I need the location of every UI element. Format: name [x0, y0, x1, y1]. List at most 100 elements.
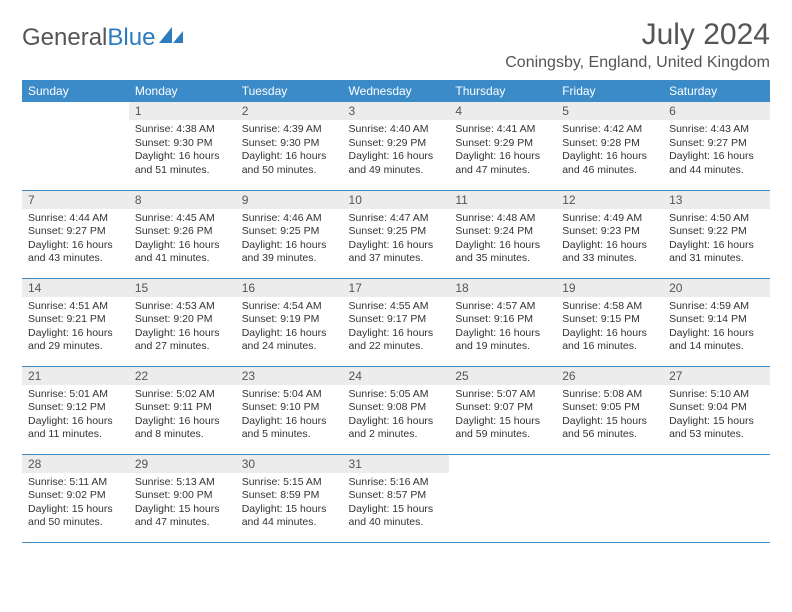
day-sunrise: Sunrise: 4:42 AM [562, 123, 657, 137]
day-dl1: Daylight: 16 hours [349, 327, 444, 341]
day-cell: 15Sunrise: 4:53 AMSunset: 9:20 PMDayligh… [129, 278, 236, 366]
day-sunrise: Sunrise: 5:01 AM [28, 388, 123, 402]
day-body: Sunrise: 5:02 AMSunset: 9:11 PMDaylight:… [129, 385, 236, 447]
day-number: 30 [236, 455, 343, 473]
week-row: 28Sunrise: 5:11 AMSunset: 9:02 PMDayligh… [22, 454, 770, 542]
header: GeneralBlue July 2024 Coningsby, England… [22, 18, 770, 72]
day-sunset: Sunset: 8:59 PM [242, 489, 337, 503]
day-body: Sunrise: 5:13 AMSunset: 9:00 PMDaylight:… [129, 473, 236, 535]
day-number: 29 [129, 455, 236, 473]
col-thursday: Thursday [449, 80, 556, 102]
day-cell: 9Sunrise: 4:46 AMSunset: 9:25 PMDaylight… [236, 190, 343, 278]
day-dl1: Daylight: 15 hours [562, 415, 657, 429]
day-cell: 31Sunrise: 5:16 AMSunset: 8:57 PMDayligh… [343, 454, 450, 542]
day-number: 4 [449, 102, 556, 120]
day-sunrise: Sunrise: 5:02 AM [135, 388, 230, 402]
day-sunset: Sunset: 9:16 PM [455, 313, 550, 327]
day-dl1: Daylight: 16 hours [242, 150, 337, 164]
day-dl1: Daylight: 16 hours [242, 239, 337, 253]
day-cell: 17Sunrise: 4:55 AMSunset: 9:17 PMDayligh… [343, 278, 450, 366]
day-number: 11 [449, 191, 556, 209]
location: Coningsby, England, United Kingdom [505, 54, 770, 72]
day-sunrise: Sunrise: 5:15 AM [242, 476, 337, 490]
day-body: Sunrise: 4:51 AMSunset: 9:21 PMDaylight:… [22, 297, 129, 359]
day-dl2: and 5 minutes. [242, 428, 337, 442]
day-sunset: Sunset: 9:25 PM [349, 225, 444, 239]
day-body: Sunrise: 4:50 AMSunset: 9:22 PMDaylight:… [663, 209, 770, 271]
day-dl1: Daylight: 16 hours [135, 327, 230, 341]
day-sunset: Sunset: 9:25 PM [242, 225, 337, 239]
day-cell [449, 454, 556, 542]
col-saturday: Saturday [663, 80, 770, 102]
day-sunrise: Sunrise: 5:16 AM [349, 476, 444, 490]
day-sunrise: Sunrise: 4:38 AM [135, 123, 230, 137]
day-dl2: and 14 minutes. [669, 340, 764, 354]
day-number: 14 [22, 279, 129, 297]
calendar-body: 1Sunrise: 4:38 AMSunset: 9:30 PMDaylight… [22, 102, 770, 542]
day-sunset: Sunset: 8:57 PM [349, 489, 444, 503]
day-cell: 27Sunrise: 5:10 AMSunset: 9:04 PMDayligh… [663, 366, 770, 454]
day-cell: 12Sunrise: 4:49 AMSunset: 9:23 PMDayligh… [556, 190, 663, 278]
day-body: Sunrise: 4:43 AMSunset: 9:27 PMDaylight:… [663, 120, 770, 182]
logo: GeneralBlue [22, 18, 185, 52]
day-body: Sunrise: 5:10 AMSunset: 9:04 PMDaylight:… [663, 385, 770, 447]
day-dl2: and 47 minutes. [135, 516, 230, 530]
day-dl2: and 53 minutes. [669, 428, 764, 442]
day-dl1: Daylight: 16 hours [455, 327, 550, 341]
day-dl1: Daylight: 16 hours [669, 150, 764, 164]
day-dl1: Daylight: 16 hours [562, 327, 657, 341]
day-body: Sunrise: 5:08 AMSunset: 9:05 PMDaylight:… [556, 385, 663, 447]
day-body: Sunrise: 4:59 AMSunset: 9:14 PMDaylight:… [663, 297, 770, 359]
day-sunset: Sunset: 9:08 PM [349, 401, 444, 415]
day-body: Sunrise: 4:41 AMSunset: 9:29 PMDaylight:… [449, 120, 556, 182]
day-sunrise: Sunrise: 4:41 AM [455, 123, 550, 137]
day-dl1: Daylight: 16 hours [349, 150, 444, 164]
day-body: Sunrise: 4:46 AMSunset: 9:25 PMDaylight:… [236, 209, 343, 271]
day-sunset: Sunset: 9:23 PM [562, 225, 657, 239]
day-cell: 22Sunrise: 5:02 AMSunset: 9:11 PMDayligh… [129, 366, 236, 454]
day-cell: 3Sunrise: 4:40 AMSunset: 9:29 PMDaylight… [343, 102, 450, 190]
day-sunrise: Sunrise: 4:53 AM [135, 300, 230, 314]
day-dl2: and 39 minutes. [242, 252, 337, 266]
day-dl1: Daylight: 16 hours [135, 150, 230, 164]
day-number: 3 [343, 102, 450, 120]
day-sunset: Sunset: 9:12 PM [28, 401, 123, 415]
day-body: Sunrise: 4:53 AMSunset: 9:20 PMDaylight:… [129, 297, 236, 359]
day-sunrise: Sunrise: 4:57 AM [455, 300, 550, 314]
day-dl2: and 22 minutes. [349, 340, 444, 354]
col-monday: Monday [129, 80, 236, 102]
page-title: July 2024 [505, 18, 770, 52]
day-number: 10 [343, 191, 450, 209]
day-number: 15 [129, 279, 236, 297]
day-dl2: and 16 minutes. [562, 340, 657, 354]
day-body: Sunrise: 4:47 AMSunset: 9:25 PMDaylight:… [343, 209, 450, 271]
day-cell [22, 102, 129, 190]
day-sunrise: Sunrise: 4:58 AM [562, 300, 657, 314]
day-sunrise: Sunrise: 5:07 AM [455, 388, 550, 402]
day-dl2: and 47 minutes. [455, 164, 550, 178]
col-tuesday: Tuesday [236, 80, 343, 102]
day-dl2: and 50 minutes. [242, 164, 337, 178]
day-dl2: and 2 minutes. [349, 428, 444, 442]
day-sunset: Sunset: 9:27 PM [28, 225, 123, 239]
day-cell: 20Sunrise: 4:59 AMSunset: 9:14 PMDayligh… [663, 278, 770, 366]
day-sunrise: Sunrise: 5:13 AM [135, 476, 230, 490]
day-cell: 7Sunrise: 4:44 AMSunset: 9:27 PMDaylight… [22, 190, 129, 278]
day-cell: 24Sunrise: 5:05 AMSunset: 9:08 PMDayligh… [343, 366, 450, 454]
day-sunset: Sunset: 9:02 PM [28, 489, 123, 503]
day-sunset: Sunset: 9:10 PM [242, 401, 337, 415]
day-dl2: and 50 minutes. [28, 516, 123, 530]
day-dl2: and 46 minutes. [562, 164, 657, 178]
day-sunset: Sunset: 9:26 PM [135, 225, 230, 239]
day-number: 18 [449, 279, 556, 297]
day-cell: 26Sunrise: 5:08 AMSunset: 9:05 PMDayligh… [556, 366, 663, 454]
week-row: 14Sunrise: 4:51 AMSunset: 9:21 PMDayligh… [22, 278, 770, 366]
day-dl1: Daylight: 16 hours [242, 415, 337, 429]
day-number: 17 [343, 279, 450, 297]
day-dl1: Daylight: 16 hours [562, 239, 657, 253]
day-sunrise: Sunrise: 5:10 AM [669, 388, 764, 402]
day-dl1: Daylight: 16 hours [455, 150, 550, 164]
day-body: Sunrise: 4:45 AMSunset: 9:26 PMDaylight:… [129, 209, 236, 271]
day-body: Sunrise: 4:55 AMSunset: 9:17 PMDaylight:… [343, 297, 450, 359]
day-body: Sunrise: 5:11 AMSunset: 9:02 PMDaylight:… [22, 473, 129, 535]
